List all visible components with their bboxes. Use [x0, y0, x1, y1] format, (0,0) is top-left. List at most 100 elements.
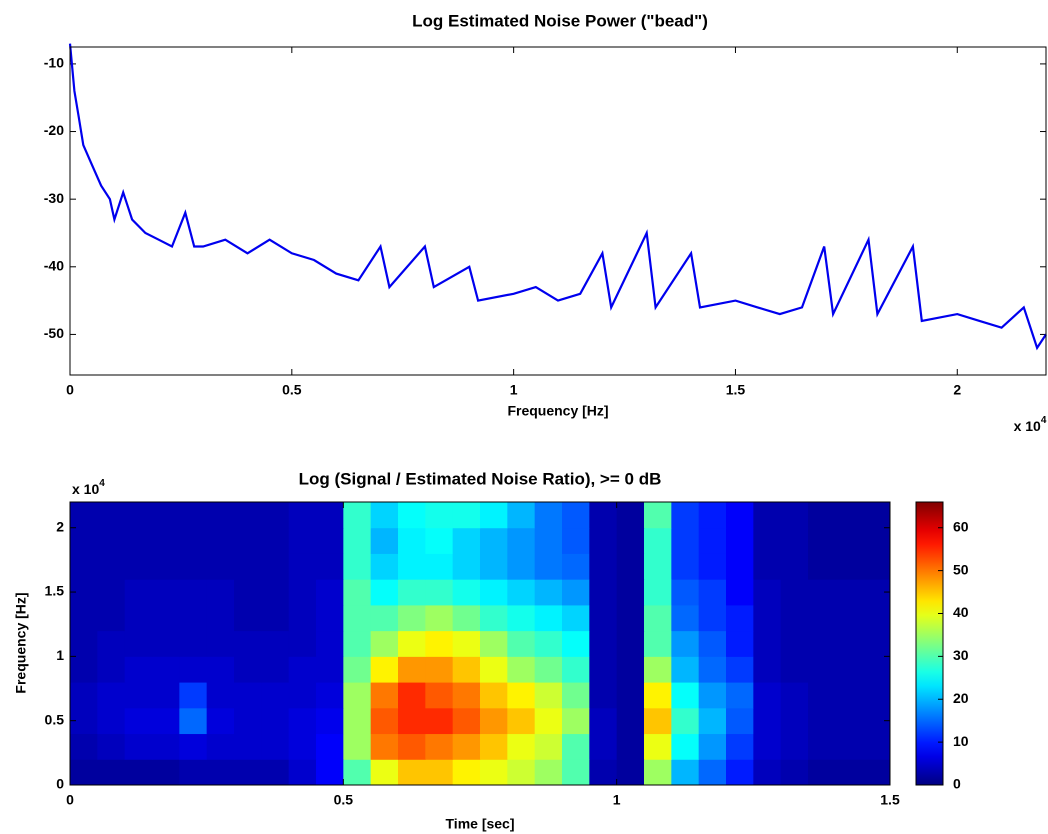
heatmap-cell [562, 604, 590, 632]
colorbar-tick-label: 20 [953, 690, 969, 706]
heatmap-cell [507, 682, 536, 709]
heatmap-cell [206, 759, 235, 786]
heatmap-cell [835, 656, 864, 683]
heatmap-cell [370, 682, 399, 709]
heatmap-cell [808, 733, 836, 760]
heatmap-cell [343, 579, 372, 606]
heatmap-cell [589, 553, 618, 580]
heatmap-cell [671, 630, 700, 657]
heatmap-cell [179, 707, 208, 735]
heatmap-cell [152, 579, 180, 606]
heatmap-cell [753, 604, 782, 632]
heatmap-cell [780, 656, 809, 683]
heatmap-cell [780, 630, 809, 657]
x-scale-label: x 104 [1014, 415, 1047, 434]
x-tick-label: 0 [66, 792, 74, 808]
heatmap-cell [316, 656, 344, 683]
heatmap-cell [726, 604, 754, 632]
heatmap-cell [671, 656, 700, 683]
heatmap-cell [452, 553, 481, 580]
heatmap-cell [644, 682, 672, 709]
heatmap-cell [480, 707, 508, 735]
heatmap-cell [425, 656, 454, 683]
heatmap-cell [589, 630, 618, 657]
heatmap-cell [261, 553, 290, 580]
heatmap-cell [534, 707, 563, 735]
colorbar-tick-label: 0 [953, 776, 961, 792]
heatmap-cell [316, 553, 344, 580]
heatmap-cell [343, 553, 372, 580]
heatmap-cell [234, 527, 262, 554]
heatmap-cell [616, 656, 645, 683]
heatmap-cell [398, 502, 426, 529]
heatmap-cell [726, 759, 754, 786]
heatmap-cell [507, 604, 536, 632]
heatmap-cell [234, 682, 262, 709]
heatmap-cell [452, 604, 481, 632]
heatmap-cell [288, 604, 317, 632]
heatmap-cell [234, 733, 262, 760]
heatmap-cell [698, 630, 727, 657]
heatmap-cell [316, 707, 344, 735]
heatmap-cell [152, 682, 180, 709]
heatmap-cell [835, 604, 864, 632]
heatmap-cell [425, 733, 454, 760]
heatmap-cell [753, 579, 782, 606]
heatmap-cell [753, 553, 782, 580]
heatmap-cell [124, 682, 153, 709]
heatmap-cell [398, 682, 426, 709]
heatmap-cell [370, 604, 399, 632]
heatmap-cell [452, 502, 481, 529]
heatmap-cell [452, 527, 481, 554]
heatmap-cell [370, 733, 399, 760]
heatmap-cell [753, 707, 782, 735]
heatmap-cell [452, 656, 481, 683]
heatmap-cell [507, 630, 536, 657]
heatmap-cell [808, 604, 836, 632]
heatmap-cell [616, 553, 645, 580]
heatmap-cell [124, 502, 153, 529]
heatmap-cell [343, 707, 372, 735]
y-tick-label: 0.5 [45, 711, 65, 727]
x-tick-label: 2 [953, 382, 961, 398]
heatmap-cell [70, 733, 98, 760]
heatmap-cell [70, 656, 98, 683]
heatmap-cell [124, 759, 153, 786]
heatmap-cell [835, 502, 864, 529]
heatmap-cell [862, 656, 891, 683]
heatmap-cell [507, 733, 536, 760]
heatmap-cell [698, 707, 727, 735]
heatmap-cell [753, 682, 782, 709]
heatmap-cell [398, 759, 426, 786]
heatmap-cell [452, 759, 481, 786]
heatmap-cell [835, 527, 864, 554]
heatmap-cell [261, 656, 290, 683]
heatmap-cell [589, 707, 618, 735]
scale-base: x 10 [72, 481, 99, 497]
heatmap-cell [616, 579, 645, 606]
heatmap-cell [152, 733, 180, 760]
heatmap-cell [780, 579, 809, 606]
y-scale-label: x 104 [72, 478, 105, 497]
heatmap-cell [206, 682, 235, 709]
heatmap-cell [753, 630, 782, 657]
colorbar-tick-label: 10 [953, 733, 969, 749]
colorbar-tick-label: 30 [953, 647, 969, 663]
heatmap-cell [261, 630, 290, 657]
heatmap-cell [124, 527, 153, 554]
heatmap-cell [562, 759, 590, 786]
heatmap-cell [862, 502, 891, 529]
heatmap-cell [589, 527, 618, 554]
heatmap-cell [780, 604, 809, 632]
heatmap-cell [726, 502, 754, 529]
x-tick-label: 1.5 [726, 382, 746, 398]
heatmap-cell [398, 527, 426, 554]
heatmap-cell [726, 733, 754, 760]
heatmap-cell [808, 502, 836, 529]
chart-title: Log Estimated Noise Power ("bead") [412, 11, 708, 30]
heatmap-cell [616, 527, 645, 554]
y-tick-label: 0 [56, 776, 64, 792]
heatmap-cell [753, 527, 782, 554]
heatmap-cell [70, 759, 98, 786]
heatmap-cell [452, 733, 481, 760]
